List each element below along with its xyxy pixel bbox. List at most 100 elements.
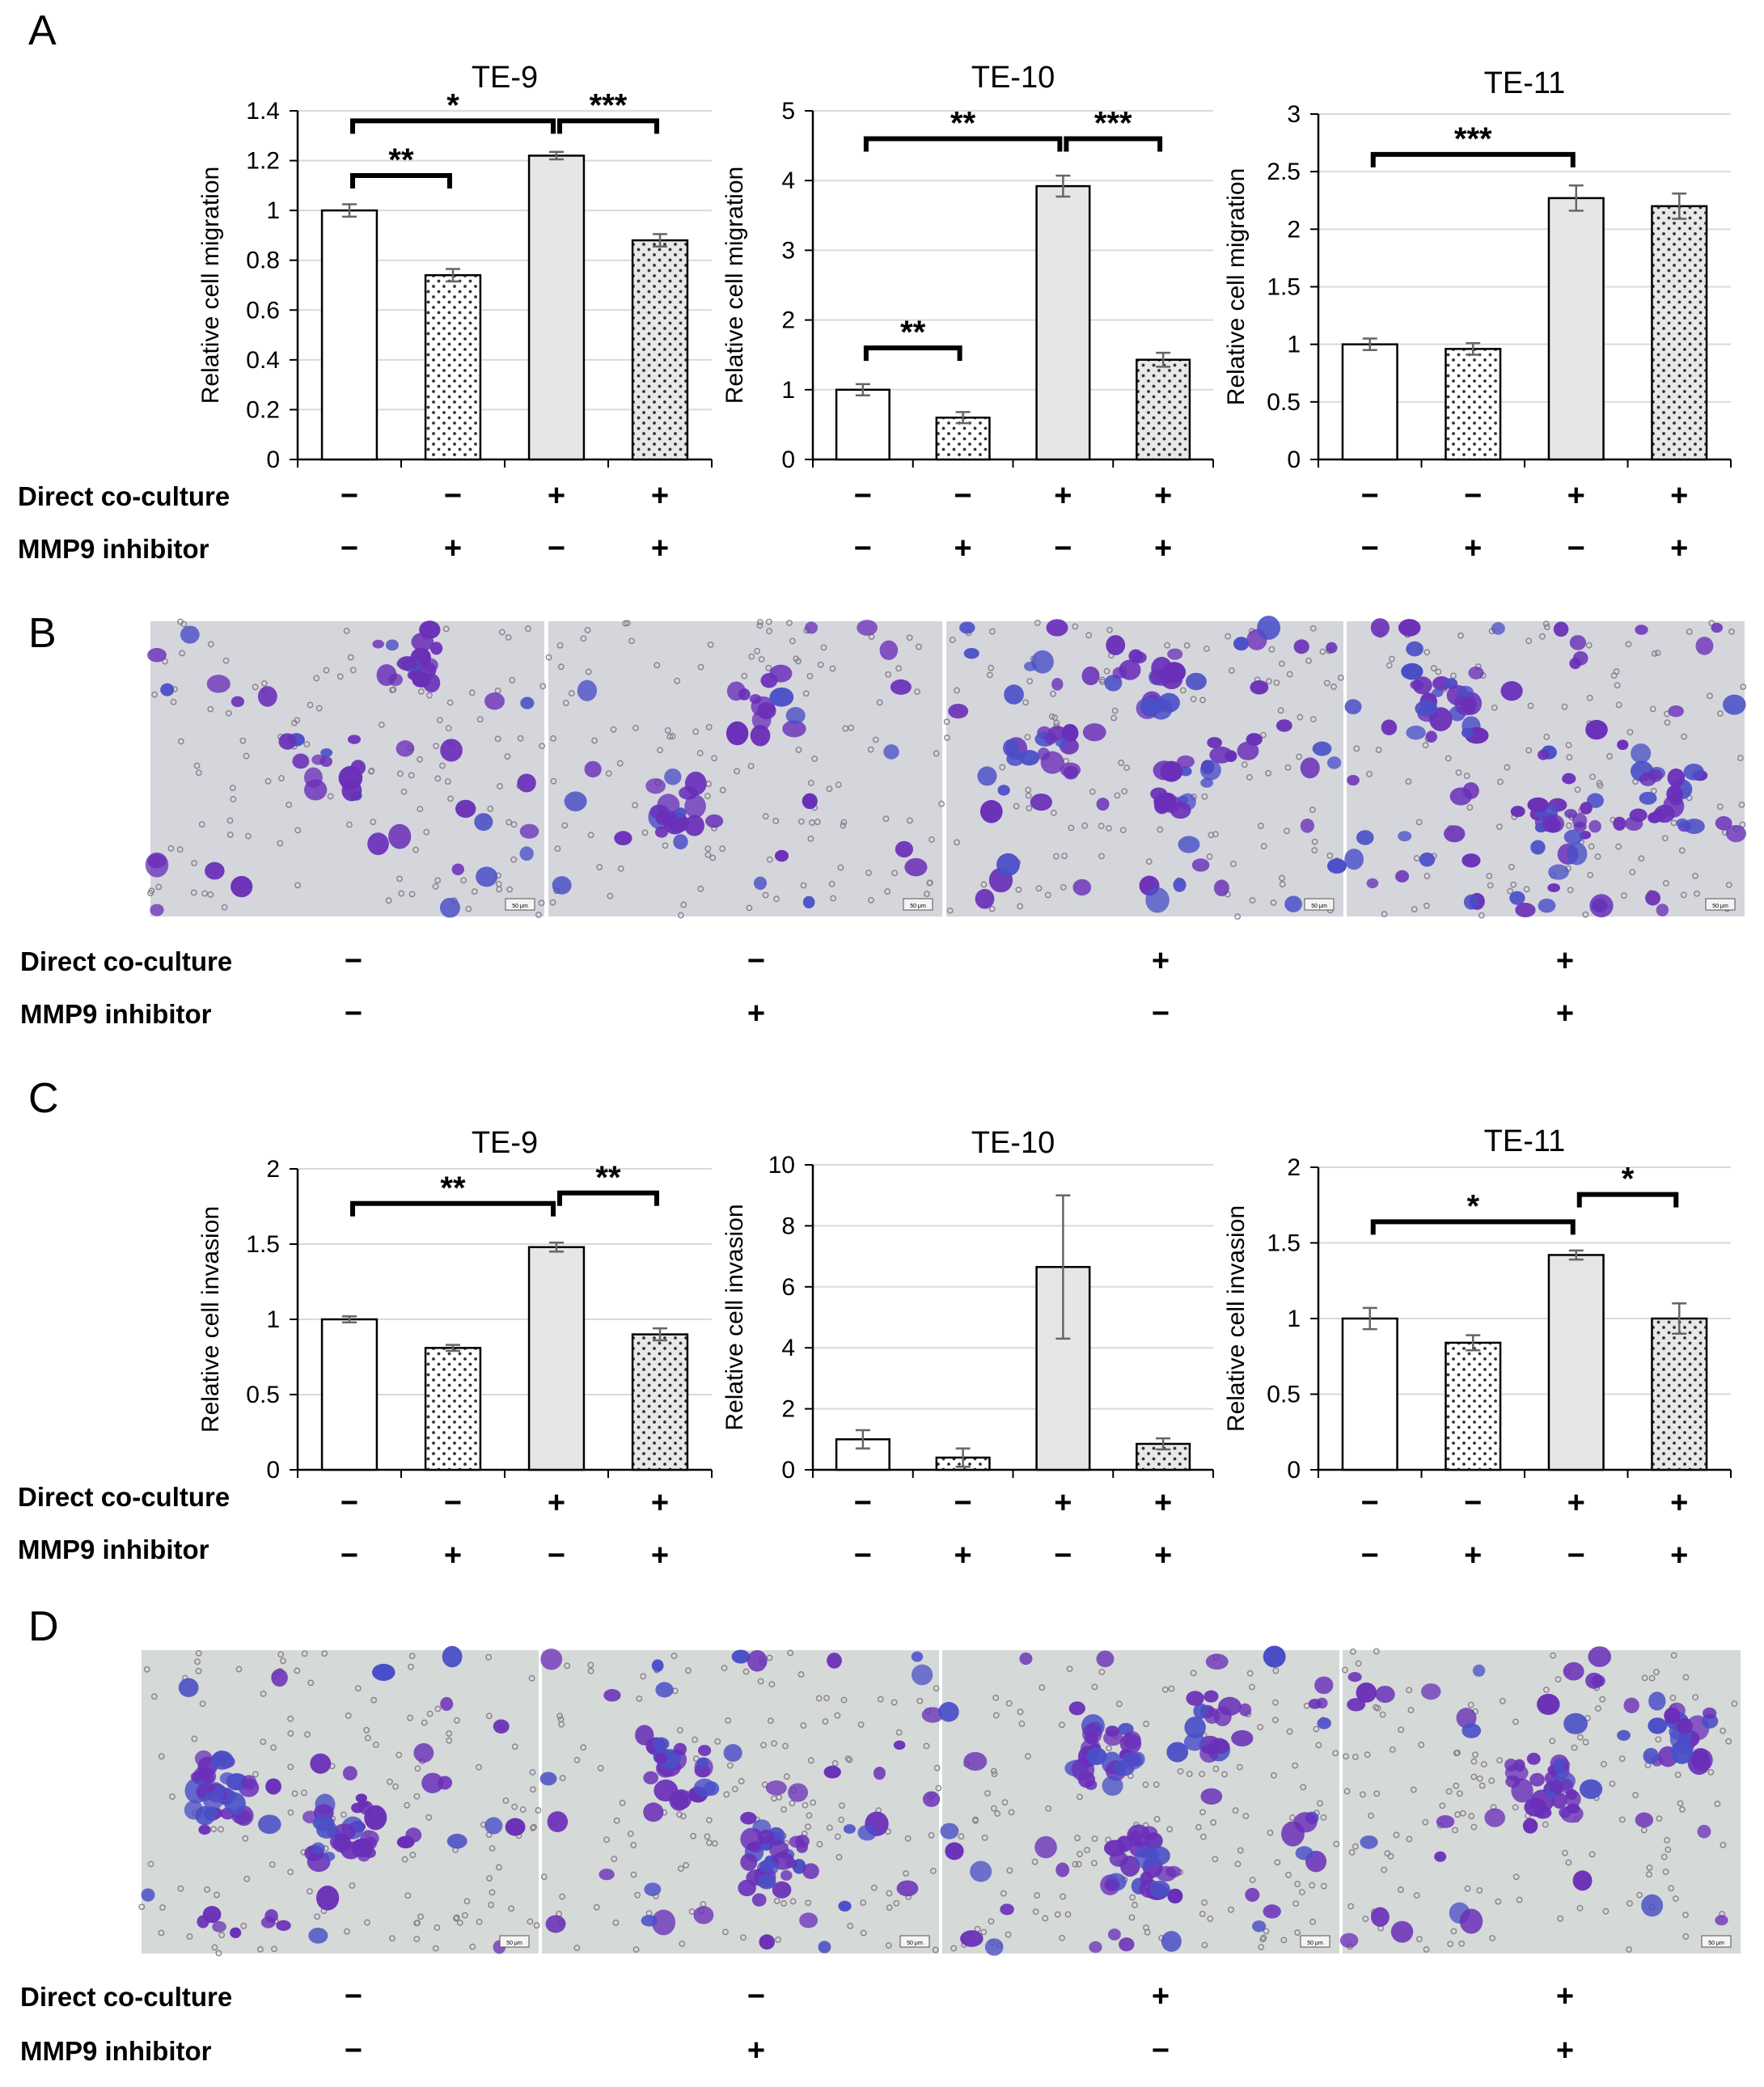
membrane-pore — [414, 1920, 421, 1926]
stained-cell — [895, 840, 914, 858]
stained-cell — [367, 832, 389, 856]
membrane-pore — [434, 877, 442, 884]
membrane-pore — [1053, 720, 1060, 726]
stained-cell — [1509, 891, 1525, 905]
stained-cell — [1624, 816, 1643, 832]
membrane-pore — [1375, 747, 1382, 753]
membrane-pore — [502, 1797, 510, 1804]
membrane-pore — [704, 793, 711, 799]
membrane-pore — [1143, 1721, 1149, 1728]
membrane-pore — [1457, 632, 1464, 639]
membrane-pore — [1186, 1771, 1193, 1777]
membrane-pore — [1025, 1753, 1031, 1760]
stained-cell — [517, 773, 536, 793]
stained-cell — [1666, 785, 1683, 803]
stained-cell — [1635, 624, 1648, 635]
stained-cell — [1085, 1779, 1098, 1790]
stained-cell — [1176, 755, 1195, 768]
membrane-pore — [1234, 1861, 1242, 1868]
stained-cell — [362, 1836, 378, 1850]
membrane-pore — [946, 907, 954, 914]
stained-cell — [184, 1800, 204, 1820]
scale-bar-label: 50 μm — [907, 1941, 923, 1946]
inhibitor-sign: − — [1567, 531, 1585, 565]
membrane-pore — [1025, 786, 1032, 794]
stained-cell — [645, 778, 666, 794]
stained-cell — [1106, 635, 1126, 656]
membrane-pore — [1682, 1674, 1690, 1681]
membrane-pore — [260, 1691, 267, 1697]
membrane-pore — [1279, 874, 1285, 882]
membrane-pore — [426, 692, 433, 699]
membrane-pore — [1353, 745, 1360, 752]
membrane-pore — [1423, 902, 1430, 909]
stained-cell — [1203, 1690, 1219, 1703]
membrane-pore — [1368, 1812, 1374, 1819]
membrane-pore — [1326, 852, 1334, 859]
membrane-pore — [906, 817, 913, 824]
membrane-pore — [207, 705, 214, 713]
membrane-pore — [958, 1833, 965, 1840]
stained-cell — [904, 857, 928, 877]
membrane-pore — [893, 1899, 900, 1907]
membrane-pore — [528, 1674, 535, 1682]
membrane-pore — [1410, 1786, 1417, 1793]
stained-cell — [451, 863, 464, 875]
stained-cell — [319, 756, 333, 768]
inhibitor-sign: + — [954, 1539, 972, 1573]
stained-cell — [802, 1863, 819, 1880]
membrane-pore — [683, 1861, 689, 1869]
membrane-pore — [780, 1805, 787, 1813]
co-culture-sign: − — [341, 1486, 358, 1520]
membrane-pore — [757, 1678, 764, 1685]
membrane-pore — [1111, 707, 1119, 714]
membrane-pore — [307, 701, 314, 709]
stained-cell — [440, 739, 463, 762]
membrane-pore — [816, 1840, 823, 1848]
membrane-pore — [1398, 1886, 1404, 1893]
scale-bar-label: 50 μm — [506, 1941, 522, 1946]
membrane-pore — [890, 1699, 898, 1706]
membrane-pore — [766, 1654, 773, 1662]
membrane-pore — [539, 743, 545, 750]
membrane-pore — [494, 735, 501, 743]
stained-cell — [332, 1834, 352, 1853]
membrane-pore — [1054, 1911, 1061, 1918]
stained-cell — [911, 1651, 924, 1662]
membrane-pore — [489, 1845, 496, 1852]
membrane-pore — [760, 1742, 767, 1749]
membrane-pore — [1177, 1767, 1184, 1775]
micrographs: 50 μm 50 μm 50 μm 50 μm 50 μm 50 μm 50 μm 50 μm — [138, 616, 1747, 1957]
stained-cell — [1542, 814, 1565, 833]
stained-cell — [940, 1822, 959, 1839]
stained-cell — [1515, 902, 1536, 918]
stained-cell — [772, 1881, 792, 1899]
membrane-pore — [519, 1806, 527, 1813]
membrane-pore — [180, 620, 188, 628]
membrane-pore — [1286, 1728, 1293, 1735]
membrane-pore — [529, 1824, 536, 1831]
membrane-pore — [294, 827, 302, 834]
membrane-pore — [1602, 1907, 1610, 1915]
membrane-pore — [789, 1898, 797, 1905]
stained-cell — [1559, 1778, 1574, 1794]
stained-cell — [1225, 750, 1237, 763]
stained-cell — [1589, 894, 1614, 918]
membrane-pore — [1625, 641, 1632, 648]
inhibitor-sign: + — [747, 997, 765, 1031]
stained-cell — [654, 1752, 667, 1764]
membrane-pore — [1292, 1762, 1299, 1769]
membrane-pore — [692, 1736, 698, 1743]
membrane-pore — [1416, 1936, 1423, 1943]
y-tick-label: 10 — [768, 1152, 795, 1179]
scale-bar-label: 50 μm — [1708, 1941, 1724, 1946]
membrane-pore — [914, 688, 920, 696]
membrane-pore — [1470, 1758, 1478, 1765]
membrane-pore — [722, 1928, 729, 1936]
membrane-pore — [1407, 1707, 1415, 1713]
membrane-pore — [412, 846, 420, 853]
membrane-pore — [1516, 1896, 1523, 1903]
stained-cell — [1356, 830, 1374, 845]
stained-cell — [577, 679, 598, 701]
membrane-pore — [1609, 1780, 1616, 1787]
